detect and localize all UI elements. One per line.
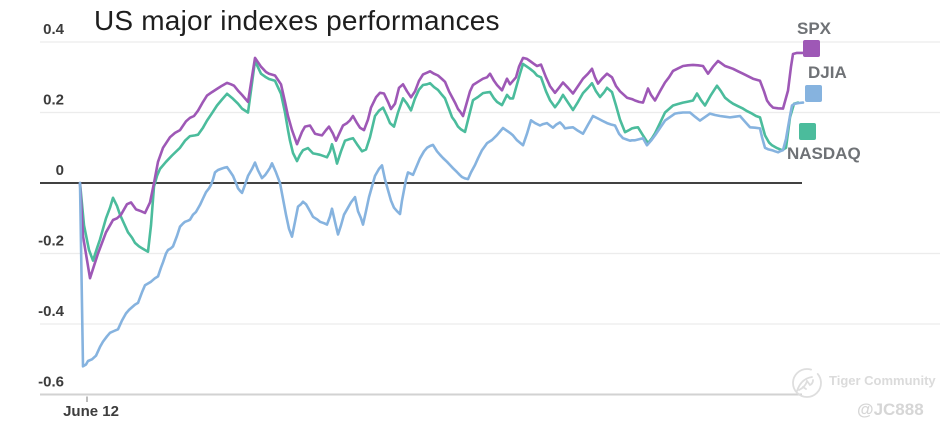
legend-label-nasdaq: NASDAQ — [787, 144, 861, 163]
y-tick-label: -0.4 — [38, 303, 65, 320]
series-line-spx — [78, 51, 805, 280]
y-tick-label: -0.2 — [38, 233, 64, 250]
y-tick-label: 0.2 — [43, 92, 64, 109]
watermark-user: @JC888 — [857, 400, 924, 419]
legend-swatch-djia — [805, 85, 822, 102]
series-line-djia — [78, 101, 805, 368]
tiger-logo-icon — [792, 368, 822, 398]
series-line-nasdaq — [78, 59, 800, 262]
watermark-brand: Tiger Community — [829, 373, 936, 388]
legend-label-spx: SPX — [797, 19, 832, 38]
series-lines — [78, 51, 805, 368]
y-axis-labels: 0.4 0.2 0 -0.2 -0.4 -0.6 — [38, 21, 65, 391]
gridlines — [40, 41, 940, 396]
y-tick-label: 0.4 — [43, 21, 65, 38]
legend-label-djia: DJIA — [808, 63, 847, 82]
y-tick-label: -0.6 — [38, 374, 64, 391]
legend-swatch-nasdaq — [799, 123, 816, 140]
legend-swatch-spx — [803, 40, 820, 57]
x-axis-first-tick-label: June 12 — [63, 403, 119, 420]
y-tick-label: 0 — [56, 162, 64, 179]
page-title: US major indexes performances — [94, 5, 500, 36]
